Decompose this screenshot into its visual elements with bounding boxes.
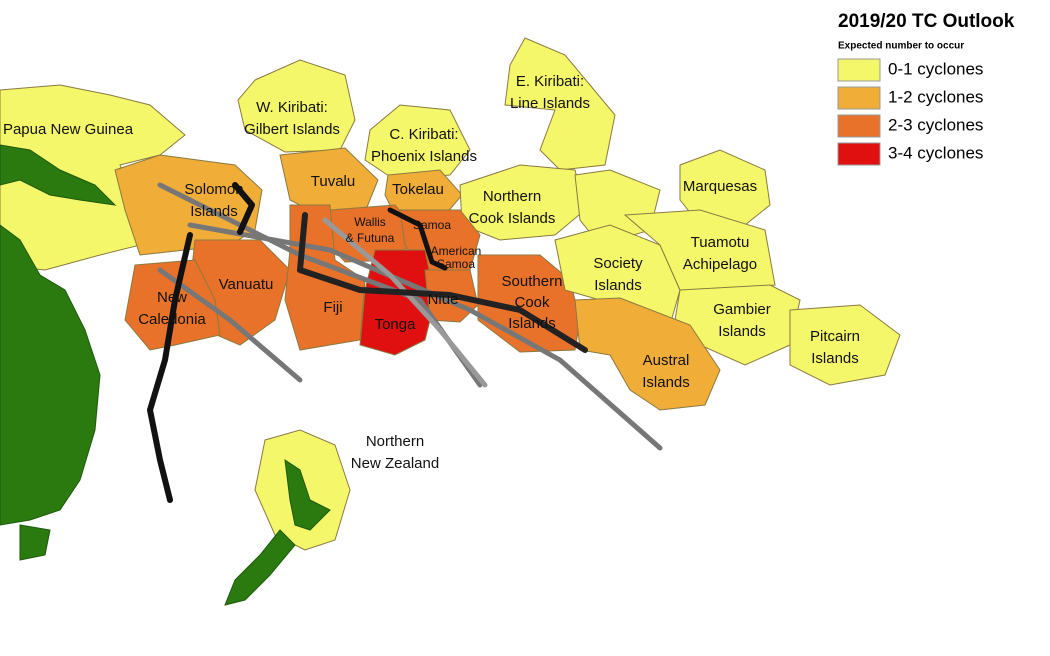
region-label: Samoa [437, 257, 475, 271]
region-label: Tuamotu [691, 234, 750, 251]
region-label: Islands [718, 323, 766, 340]
track [147, 232, 193, 503]
region-label: Niue [428, 291, 459, 308]
region-label: Solomon [184, 181, 243, 198]
region-label: C. Kiribati: [389, 126, 458, 143]
region-label: Northern [366, 433, 424, 450]
zone-pitcairn [789, 304, 901, 386]
legend-label: 0-1 cyclones [888, 59, 983, 78]
region-label: Tuvalu [311, 173, 355, 190]
legend-swatch [837, 86, 881, 110]
land [0, 144, 331, 606]
region-label: Islands [594, 277, 642, 294]
land-png [0, 144, 117, 206]
land-tasmania [19, 524, 51, 561]
region-label: Fiji [323, 299, 342, 316]
region-label: Tonga [375, 316, 417, 333]
track [387, 207, 448, 271]
region-label: Line Islands [510, 95, 590, 112]
region-label: Islands [642, 374, 690, 391]
land-nz-south [224, 529, 296, 606]
region-label: Islands [811, 350, 859, 367]
track [157, 267, 303, 383]
zone-society [554, 224, 681, 326]
region-label: Cook Islands [469, 210, 556, 227]
region-label: Islands [508, 315, 556, 332]
region-label: American [431, 244, 482, 258]
region-label: Marquesas [683, 178, 757, 195]
region-label: Samoa [413, 218, 451, 232]
zone-papua-new-guinea [0, 84, 186, 271]
region-label: Society [593, 255, 643, 272]
legend-swatch [837, 142, 881, 166]
region-label: Wallis [354, 215, 386, 229]
zones [0, 37, 901, 551]
land-nz-north [284, 458, 331, 531]
track [322, 217, 488, 388]
legend-label: 1-2 cyclones [888, 87, 983, 106]
track [297, 212, 588, 353]
track [187, 222, 663, 451]
legend-subtitle: Expected number to occur [838, 41, 964, 52]
region-label: Southern [502, 273, 563, 290]
legend-label: 2-3 cyclones [888, 115, 983, 134]
region-label: Tokelau [392, 181, 444, 198]
region-label: Achipelago [683, 256, 757, 273]
zone-austral [574, 297, 721, 411]
region-label: & Futuna [346, 231, 395, 245]
region-labels: Papua New Guinea W. Kiribati: Gilbert Isla… [3, 73, 860, 472]
region-label: Caledonia [138, 311, 206, 328]
legend-label: 3-4 cyclones [888, 143, 983, 162]
legend-title: 2019/20 TC Outlook [838, 11, 1015, 32]
region-label: Pitcairn [810, 328, 860, 345]
legend-swatch [837, 58, 881, 82]
region-label: Phoenix Islands [371, 148, 477, 165]
region-label: Austral [643, 352, 690, 369]
region-label: Cook [514, 294, 550, 311]
region-label: New [157, 289, 187, 306]
zone-c-kiribati [364, 104, 471, 181]
tracks [147, 182, 663, 503]
region-label: Northern [483, 188, 541, 205]
region-label: New Zealand [351, 455, 439, 472]
zone-tonga [359, 249, 436, 356]
region-label: W. Kiribati: [256, 99, 328, 116]
region-label: Gambier [713, 301, 771, 318]
region-label: Papua New Guinea [3, 121, 134, 138]
region-label: Gilbert Islands [244, 121, 340, 138]
zone-marquesas [679, 149, 771, 226]
region-label: Vanuatu [219, 276, 274, 293]
region-label: E. Kiribati: [516, 73, 584, 90]
land-australia [0, 224, 101, 526]
legend: 2019/20 TC Outlook Expected number to oc… [837, 11, 1015, 166]
track [232, 182, 255, 235]
legend-swatch [837, 114, 881, 138]
region-label: Islands [190, 203, 238, 220]
